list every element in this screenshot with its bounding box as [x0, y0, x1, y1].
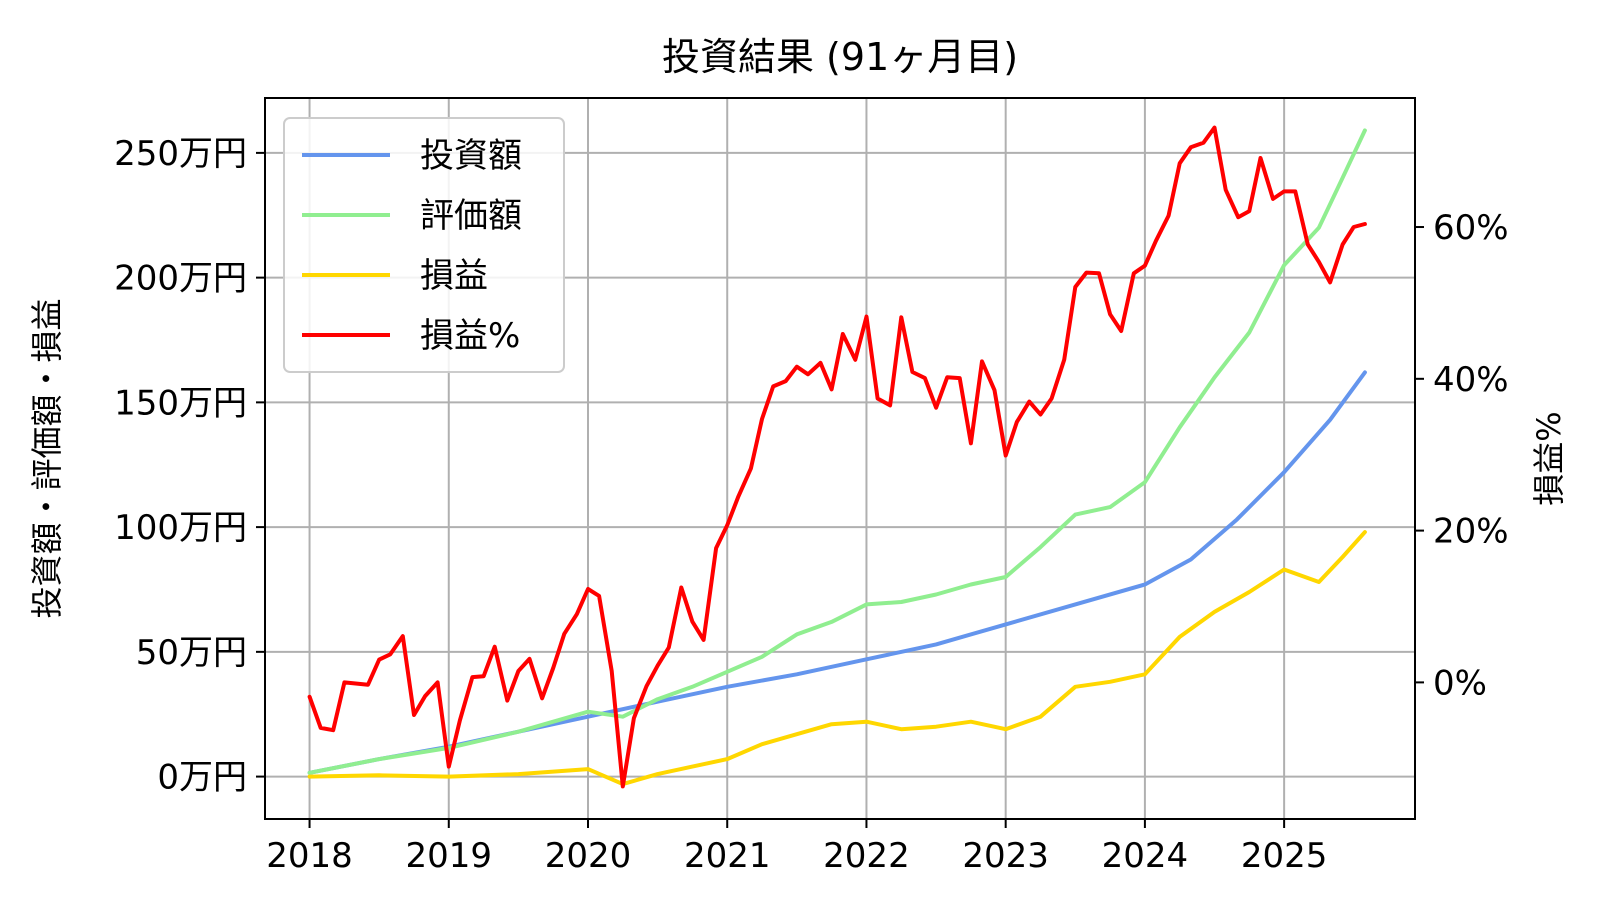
plot-frame [264, 97, 1416, 820]
x-tick-label: 2023 [962, 836, 1049, 876]
series-line-2 [307, 128, 1367, 775]
y-tick-label-left: 150万円 [114, 383, 247, 423]
legend-box [283, 117, 565, 373]
x-tick-label: 2022 [823, 836, 910, 876]
y-tick-label-right: 40% [1433, 360, 1509, 400]
y-tick-label-right: 0% [1433, 663, 1487, 703]
legend-label-1: 投資額 [420, 136, 522, 176]
x-tick-label: 2019 [406, 836, 493, 876]
y-tick-label-left: 250万円 [114, 134, 247, 174]
legend-label-2: 評価額 [420, 196, 522, 236]
grid-lines [265, 98, 1415, 819]
axis-ticks: 2018 2019 2020 2021 2022 2023 2024 2025 0万円 50万円 1… [114, 134, 1508, 876]
series-lines [307, 125, 1367, 789]
legend-label-4: 損益% [420, 316, 520, 356]
y-tick-label-left: 0万円 [157, 758, 247, 798]
x-tick-label: 2021 [684, 836, 771, 876]
chart-title: 投資結果 (91ヶ月目) [662, 35, 1018, 79]
y-tick-label-left: 50万円 [136, 633, 247, 673]
x-tick-label: 2025 [1241, 836, 1328, 876]
x-tick-label: 2018 [266, 836, 353, 876]
series-line-3 [307, 530, 1367, 787]
series-line-1 [307, 370, 1367, 775]
x-tick-label: 2020 [545, 836, 632, 876]
series-line-4 [307, 125, 1367, 789]
x-tick-label: 2024 [1102, 836, 1189, 876]
y-tick-label-left: 100万円 [114, 508, 247, 548]
y-tick-label-right: 60% [1433, 208, 1509, 248]
y-tick-label-right: 20% [1433, 512, 1509, 552]
y-axis-label-left: 投資額・評価額・損益 [28, 298, 66, 618]
legend-label-3: 損益 [420, 256, 488, 296]
y-tick-label-left: 200万円 [114, 259, 247, 299]
y-axis-label-right: 損益% [1530, 411, 1568, 505]
